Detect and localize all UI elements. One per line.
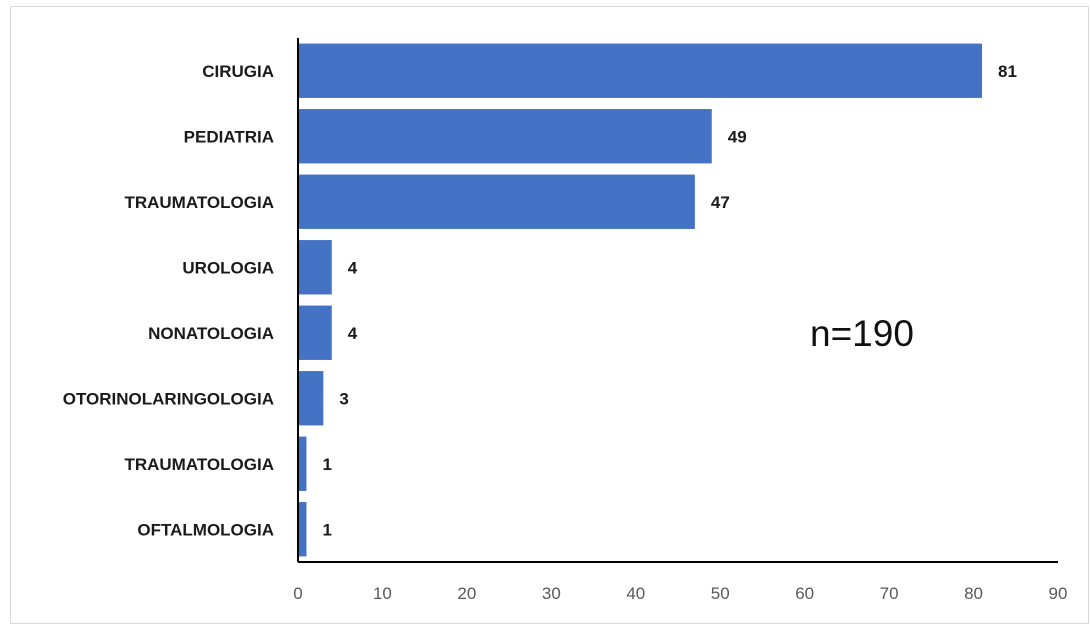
x-tick-label-2: 20 xyxy=(457,584,476,603)
x-tick-label-9: 90 xyxy=(1049,584,1068,603)
category-label-7: OFTALMOLOGIA xyxy=(137,520,274,539)
value-label-1: 49 xyxy=(728,127,747,146)
x-tick-label-5: 50 xyxy=(711,584,730,603)
value-label-0: 81 xyxy=(998,62,1017,81)
x-tick-label-6: 60 xyxy=(795,584,814,603)
category-label-0: CIRUGIA xyxy=(202,62,274,81)
x-tick-label-7: 70 xyxy=(880,584,899,603)
category-label-1: PEDIATRIA xyxy=(184,127,274,146)
category-label-5: OTORINOLARINGOLOGIA xyxy=(63,389,274,408)
bar-0 xyxy=(298,44,982,98)
value-label-4: 4 xyxy=(348,324,358,343)
x-tick-label-1: 10 xyxy=(373,584,392,603)
value-label-7: 1 xyxy=(322,520,331,539)
bar-5 xyxy=(298,371,323,425)
x-tick-label-0: 0 xyxy=(293,584,302,603)
bar-6 xyxy=(298,437,306,491)
value-label-2: 47 xyxy=(711,193,730,212)
x-tick-label-8: 80 xyxy=(964,584,983,603)
bar-7 xyxy=(298,502,306,556)
x-tick-labels-group: 0 10 20 30 40 50 60 70 80 90 xyxy=(293,584,1067,603)
category-labels-group: CIRUGIA PEDIATRIA TRAUMATOLOGIA UROLOGIA NON… xyxy=(63,62,274,540)
category-label-2: TRAUMATOLOGIA xyxy=(124,193,274,212)
bar-4 xyxy=(298,306,332,360)
category-label-6: TRAUMATOLOGIA xyxy=(124,455,274,474)
category-label-4: NONATOLOGIA xyxy=(148,324,274,343)
value-label-5: 3 xyxy=(339,389,348,408)
bar-1 xyxy=(298,109,712,163)
bar-2 xyxy=(298,175,695,229)
x-tick-label-4: 40 xyxy=(626,584,645,603)
bars-group xyxy=(298,44,982,557)
bar-3 xyxy=(298,240,332,294)
sample-size-annotation: n=190 xyxy=(810,313,914,354)
value-label-6: 1 xyxy=(322,455,331,474)
value-label-3: 4 xyxy=(348,258,358,277)
category-label-3: UROLOGIA xyxy=(182,258,274,277)
x-tick-label-3: 30 xyxy=(542,584,561,603)
